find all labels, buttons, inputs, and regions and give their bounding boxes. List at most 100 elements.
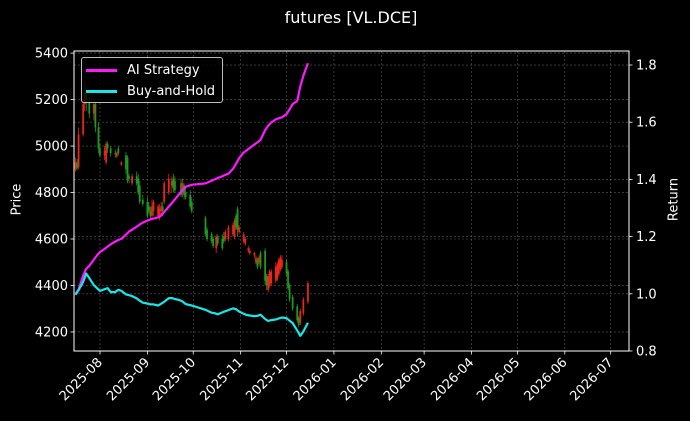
candle-body	[131, 176, 133, 184]
x-tick-label: 2025-09	[104, 355, 153, 404]
candle-body	[161, 206, 164, 212]
candle-body	[279, 257, 282, 270]
candle-body	[106, 143, 109, 149]
y-tick-label-right: 1.8	[636, 59, 657, 74]
y-tick-label-left: 4600	[35, 232, 68, 247]
candle-body	[157, 206, 159, 216]
candle-body	[117, 148, 120, 154]
y-tick-label-left: 5000	[35, 140, 68, 155]
candle-body	[224, 232, 227, 239]
candle-body	[210, 234, 213, 242]
price-candlesticks	[74, 80, 309, 328]
y-tick-label-right: 1.6	[636, 116, 657, 131]
candle-body	[170, 180, 173, 186]
candle-body	[287, 271, 289, 288]
candle-body	[297, 318, 300, 325]
candle-body	[74, 162, 77, 170]
x-tick-label: 2025-11	[197, 355, 246, 404]
x-tick-label: 2026-01	[291, 355, 340, 404]
candle-body	[288, 285, 291, 300]
candle-body	[190, 201, 193, 212]
candle-body	[114, 153, 117, 155]
y-tick-label-right: 1.4	[636, 173, 657, 188]
candle-body	[183, 185, 185, 195]
candle-body	[233, 220, 236, 237]
x-tick-label: 2026-06	[522, 355, 571, 404]
candle-body	[103, 150, 106, 156]
candle-body	[216, 236, 219, 244]
candle-body	[160, 206, 163, 212]
candle-body	[222, 236, 225, 242]
candle-body	[135, 176, 138, 184]
candle-body	[76, 162, 78, 169]
candle-body	[204, 218, 207, 235]
x-tick-label: 2026-02	[338, 355, 387, 404]
legend: AI Strategy Buy-and-Hold	[81, 57, 223, 103]
candle-body	[267, 276, 270, 291]
y-tick-label-left: 5400	[35, 47, 68, 62]
x-tick-label: 2026-04	[428, 355, 477, 404]
candle-body	[105, 143, 108, 163]
candle-body	[181, 183, 184, 193]
legend-line-cyan-icon	[86, 89, 117, 93]
candle-body	[221, 238, 224, 249]
chart-title: futures [VL.DCE]	[284, 8, 418, 27]
candle-body	[174, 180, 176, 191]
candle-body	[248, 250, 251, 253]
y-tick-label-right: 1.0	[636, 287, 657, 302]
x-tick-label: 2026-07	[567, 355, 616, 404]
candle-body	[125, 155, 127, 170]
candle-body	[302, 299, 305, 314]
candle-body	[232, 225, 234, 235]
candle-body	[99, 148, 101, 156]
candle-body	[149, 211, 152, 216]
candle-body	[109, 148, 112, 154]
candle-body	[215, 236, 218, 249]
candle-body	[151, 206, 153, 216]
y-tick-label-left: 5200	[35, 93, 68, 108]
candle-body	[189, 194, 192, 207]
x-tick-label: 2025-10	[150, 355, 199, 404]
candle-body	[146, 201, 149, 216]
candle-body	[77, 134, 80, 167]
candle-body	[212, 238, 215, 246]
candle-body	[242, 234, 245, 242]
y-axis-label-return: Return	[666, 177, 682, 222]
candle-body	[97, 127, 100, 149]
candle-body	[141, 199, 144, 205]
candle-body	[206, 229, 208, 239]
candle-body	[167, 178, 170, 193]
candle-body	[94, 104, 97, 128]
candle-body	[259, 252, 262, 267]
y-tick-label-right: 0.8	[636, 345, 657, 360]
return-lines	[74, 62, 309, 337]
candle-body	[296, 306, 299, 321]
candle-body	[299, 311, 302, 323]
x-tick-label: 2026-05	[474, 355, 523, 404]
legend-label: AI Strategy	[127, 62, 200, 78]
y-tick-label-left: 4200	[35, 325, 68, 340]
candle-body	[255, 257, 257, 263]
candle-body	[270, 271, 273, 284]
candle-body	[158, 208, 161, 219]
candle-body	[307, 283, 309, 302]
candle-body	[236, 208, 239, 230]
candle-body	[281, 259, 283, 267]
candle-body	[235, 215, 237, 228]
candle-body	[276, 264, 279, 279]
candle-body	[128, 176, 130, 179]
candle-body	[126, 157, 129, 181]
ai-strategy-line	[74, 62, 309, 295]
candle-body	[238, 227, 241, 233]
legend-item-buy-and-hold: Buy-and-Hold	[86, 81, 215, 101]
y-tick-label-left: 4400	[35, 279, 68, 294]
candle-body	[163, 183, 166, 202]
candle-body	[277, 259, 280, 274]
candle-body	[82, 104, 85, 135]
x-tick-label: 2025-12	[243, 355, 292, 404]
x-tick-label: 2025-08	[57, 355, 106, 404]
gridlines	[74, 51, 629, 352]
candle-body	[152, 201, 155, 212]
plot-frame	[73, 50, 630, 352]
